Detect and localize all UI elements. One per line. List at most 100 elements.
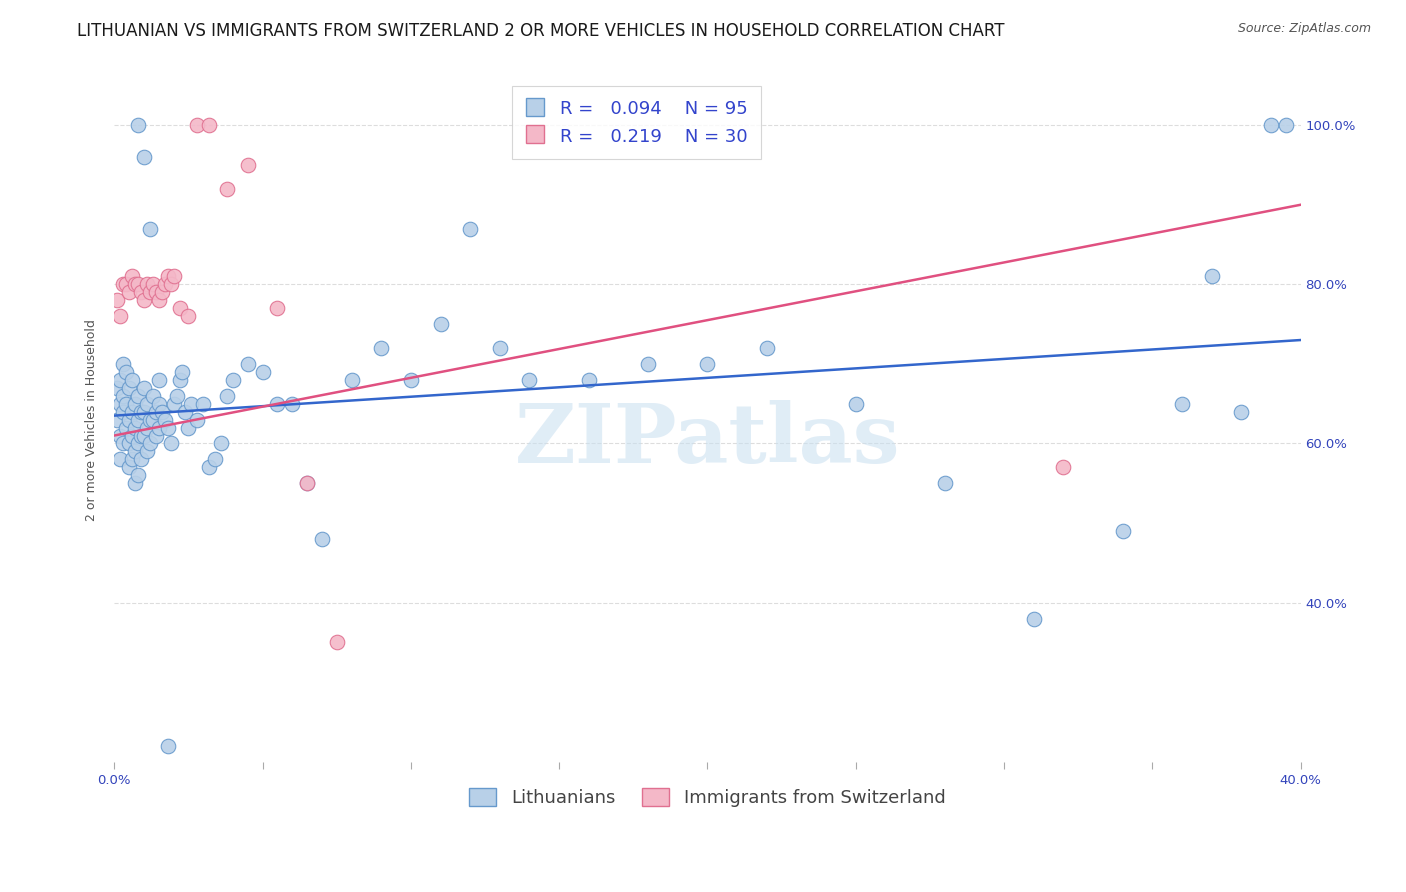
Point: [169, 373, 191, 387]
Point: [169, 301, 191, 316]
Point: [311, 532, 333, 546]
Point: [132, 428, 155, 442]
Point: [142, 277, 165, 292]
Point: [139, 285, 162, 300]
Point: [127, 468, 149, 483]
Point: [105, 412, 128, 426]
Point: [108, 309, 131, 323]
Point: [150, 285, 173, 300]
Point: [637, 357, 659, 371]
Point: [115, 277, 138, 292]
Point: [105, 381, 128, 395]
Point: [153, 412, 176, 426]
Y-axis label: 2 or more Vehicles in Household: 2 or more Vehicles in Household: [86, 318, 98, 521]
Point: [121, 428, 143, 442]
Point: [519, 373, 541, 387]
Point: [139, 436, 162, 450]
Point: [209, 436, 232, 450]
Point: [112, 436, 135, 450]
Point: [112, 389, 135, 403]
Point: [266, 397, 288, 411]
Point: [1274, 118, 1296, 132]
Point: [112, 357, 135, 371]
Point: [108, 428, 131, 442]
Point: [129, 428, 152, 442]
Point: [115, 420, 138, 434]
Legend: Lithuanians, Immigrants from Switzerland: Lithuanians, Immigrants from Switzerland: [463, 781, 953, 814]
Point: [124, 277, 146, 292]
Point: [118, 285, 141, 300]
Point: [186, 412, 208, 426]
Point: [108, 373, 131, 387]
Point: [186, 118, 208, 132]
Point: [252, 365, 274, 379]
Text: LITHUANIAN VS IMMIGRANTS FROM SWITZERLAND 2 OR MORE VEHICLES IN HOUSEHOLD CORREL: LITHUANIAN VS IMMIGRANTS FROM SWITZERLAN…: [77, 22, 1005, 40]
Point: [1022, 611, 1045, 625]
Point: [845, 397, 868, 411]
Point: [118, 436, 141, 450]
Point: [266, 301, 288, 316]
Point: [118, 412, 141, 426]
Point: [180, 397, 202, 411]
Point: [115, 365, 138, 379]
Point: [696, 357, 718, 371]
Point: [156, 420, 179, 434]
Point: [112, 277, 135, 292]
Point: [145, 404, 167, 418]
Text: Source: ZipAtlas.com: Source: ZipAtlas.com: [1237, 22, 1371, 36]
Point: [159, 277, 181, 292]
Point: [162, 397, 184, 411]
Point: [127, 389, 149, 403]
Text: ZIPatlas: ZIPatlas: [515, 401, 900, 480]
Point: [132, 404, 155, 418]
Point: [139, 221, 162, 235]
Point: [148, 420, 170, 434]
Point: [198, 118, 221, 132]
Point: [1052, 460, 1074, 475]
Point: [429, 317, 451, 331]
Point: [148, 397, 170, 411]
Point: [121, 452, 143, 467]
Point: [489, 341, 512, 355]
Point: [370, 341, 392, 355]
Point: [132, 150, 155, 164]
Point: [204, 452, 226, 467]
Point: [108, 452, 131, 467]
Point: [172, 365, 194, 379]
Point: [755, 341, 778, 355]
Point: [934, 476, 956, 491]
Point: [193, 397, 215, 411]
Point: [295, 476, 318, 491]
Point: [132, 293, 155, 308]
Point: [236, 158, 259, 172]
Point: [148, 373, 170, 387]
Point: [142, 412, 165, 426]
Point: [174, 404, 197, 418]
Point: [135, 397, 157, 411]
Point: [1171, 397, 1194, 411]
Point: [124, 420, 146, 434]
Point: [118, 381, 141, 395]
Point: [112, 404, 135, 418]
Point: [236, 357, 259, 371]
Point: [458, 221, 481, 235]
Point: [121, 269, 143, 284]
Point: [124, 397, 146, 411]
Point: [215, 389, 238, 403]
Point: [399, 373, 422, 387]
Point: [118, 460, 141, 475]
Point: [129, 285, 152, 300]
Point: [177, 420, 200, 434]
Point: [159, 436, 181, 450]
Point: [1230, 404, 1253, 418]
Point: [115, 397, 138, 411]
Point: [340, 373, 363, 387]
Point: [132, 381, 155, 395]
Point: [121, 373, 143, 387]
Point: [129, 452, 152, 467]
Point: [127, 118, 149, 132]
Point: [105, 293, 128, 308]
Point: [162, 269, 184, 284]
Point: [295, 476, 318, 491]
Point: [145, 428, 167, 442]
